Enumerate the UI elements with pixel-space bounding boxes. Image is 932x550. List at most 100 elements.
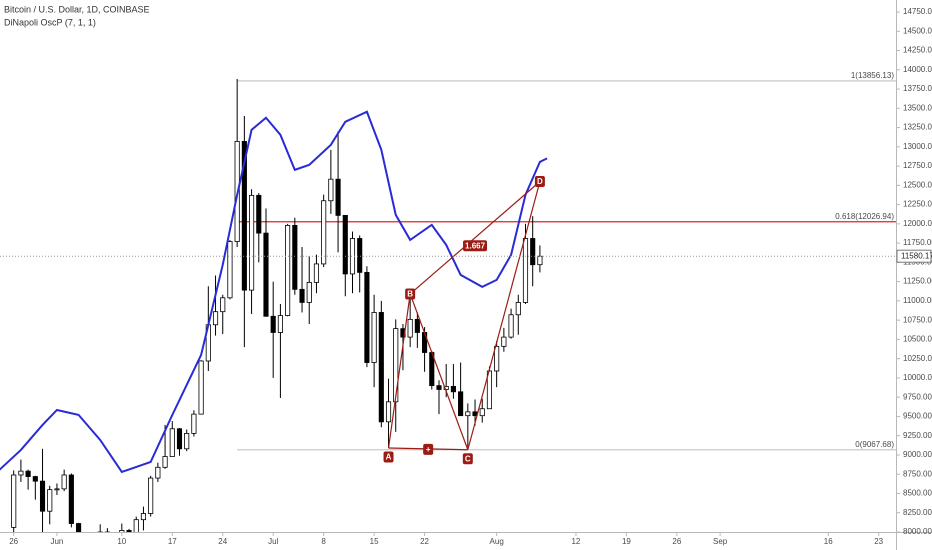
candle-body xyxy=(436,385,442,390)
candle-body xyxy=(371,312,377,363)
candle-body xyxy=(522,238,529,303)
level-label: 1(13856.13) xyxy=(851,71,894,80)
x-tick-label: 12 xyxy=(571,537,580,546)
pattern-point-label: B xyxy=(407,290,413,299)
candle-body xyxy=(68,474,74,524)
y-tick-label: 11250.00 xyxy=(903,277,932,286)
candle-body xyxy=(443,386,449,390)
candle-body xyxy=(313,263,320,283)
candle-body xyxy=(212,311,219,326)
candle-body xyxy=(385,401,392,423)
x-tick-label: 17 xyxy=(168,537,177,546)
x-tick-label: 10 xyxy=(117,537,126,546)
x-tick-label: 15 xyxy=(370,537,379,546)
y-tick-label: 9500.00 xyxy=(903,412,932,421)
pattern-point-label-box xyxy=(405,288,416,300)
candle-body xyxy=(169,428,175,457)
x-tick-label: 24 xyxy=(218,537,227,546)
pattern-point-label-box xyxy=(462,453,473,465)
candle-body xyxy=(458,391,464,417)
candle-body xyxy=(479,408,485,417)
y-tick-label: 14000.00 xyxy=(903,65,932,74)
candle-body xyxy=(335,178,341,216)
pattern-line xyxy=(409,293,469,450)
indicator-label: DiNapoli OscP (7, 1, 1) xyxy=(4,17,96,27)
candle-body xyxy=(25,470,31,477)
candle-body xyxy=(249,194,255,291)
y-tick-label: 8500.00 xyxy=(903,489,932,498)
candle-body xyxy=(494,345,500,372)
y-tick-label: 14250.00 xyxy=(903,46,932,55)
candle-body xyxy=(61,474,67,490)
candle-body xyxy=(47,489,53,512)
candle-body xyxy=(32,476,38,482)
y-tick-label: 11750.00 xyxy=(903,238,932,247)
last-price-box xyxy=(896,249,932,263)
x-tick-label: Jul xyxy=(268,537,278,546)
x-tick-label: 23 xyxy=(874,537,883,546)
plot-area xyxy=(0,79,896,550)
pattern-point-label: A xyxy=(386,453,392,462)
pattern-line xyxy=(409,181,541,295)
candle-body xyxy=(155,466,161,479)
pattern-ratio-label: 1.667 xyxy=(465,241,486,250)
candle-body xyxy=(198,360,204,415)
x-tick-label: Aug xyxy=(490,537,504,546)
candle-body xyxy=(148,477,154,514)
y-tick-label: 8250.00 xyxy=(903,508,932,517)
pattern-point-label-box xyxy=(534,175,545,187)
candle-body xyxy=(407,318,413,338)
pattern-mid-marker-box xyxy=(423,443,434,455)
candle-body xyxy=(241,141,247,291)
candle-body xyxy=(501,336,507,347)
candle-body xyxy=(515,302,521,316)
candle-body xyxy=(162,456,168,468)
candle-body xyxy=(342,214,348,275)
candle-body xyxy=(285,225,291,316)
candle-body xyxy=(508,314,514,338)
candle-body xyxy=(91,547,95,548)
candle-body xyxy=(76,523,82,532)
candle-body xyxy=(393,328,399,403)
y-tick-label: 10250.00 xyxy=(903,354,932,363)
y-tick-label: 10750.00 xyxy=(903,315,932,324)
candle-body xyxy=(220,297,226,313)
level-label: 0.618(12026.94) xyxy=(835,212,894,221)
chart-title: Bitcoin / U.S. Dollar, 1D, COINBASE xyxy=(4,4,150,14)
y-tick-label: 14500.00 xyxy=(903,26,932,35)
y-tick-label: 13750.00 xyxy=(903,84,932,93)
candle-body xyxy=(133,519,139,532)
candle-body xyxy=(292,225,298,290)
candle-body xyxy=(11,474,17,528)
candle-body xyxy=(328,178,334,202)
x-tick-label: 26 xyxy=(9,537,18,546)
candle-body xyxy=(357,238,363,273)
candle-body xyxy=(270,315,276,333)
pattern-point-label: D xyxy=(537,177,543,186)
pattern-line xyxy=(387,293,411,449)
y-tick-label: 13000.00 xyxy=(903,142,932,151)
candle-body xyxy=(191,413,197,434)
pattern-point-label-box xyxy=(383,451,394,463)
candle-body xyxy=(97,531,103,532)
level-label: 0(9067.68) xyxy=(855,440,894,449)
candle-body xyxy=(364,271,370,363)
y-tick-label: 9250.00 xyxy=(903,431,932,440)
y-tick-label: 12750.00 xyxy=(903,161,932,170)
y-tick-label: 13500.00 xyxy=(903,103,932,112)
y-tick-label: 12000.00 xyxy=(903,219,932,228)
candle-body xyxy=(112,537,116,550)
candle-body xyxy=(176,428,183,450)
y-tick-label: 10500.00 xyxy=(903,335,932,344)
pattern-mid-marker: + xyxy=(426,445,431,454)
x-tick-label: Sep xyxy=(713,537,728,546)
y-tick-label: 9000.00 xyxy=(903,450,932,459)
candle-body xyxy=(263,232,269,317)
x-tick-label: Jun xyxy=(50,537,63,546)
y-tick-label: 14750.00 xyxy=(903,7,932,16)
candle-body xyxy=(465,411,471,417)
y-tick-label: 13250.00 xyxy=(903,123,932,132)
y-tick-label: 9750.00 xyxy=(903,392,932,401)
candle-body xyxy=(299,288,305,303)
